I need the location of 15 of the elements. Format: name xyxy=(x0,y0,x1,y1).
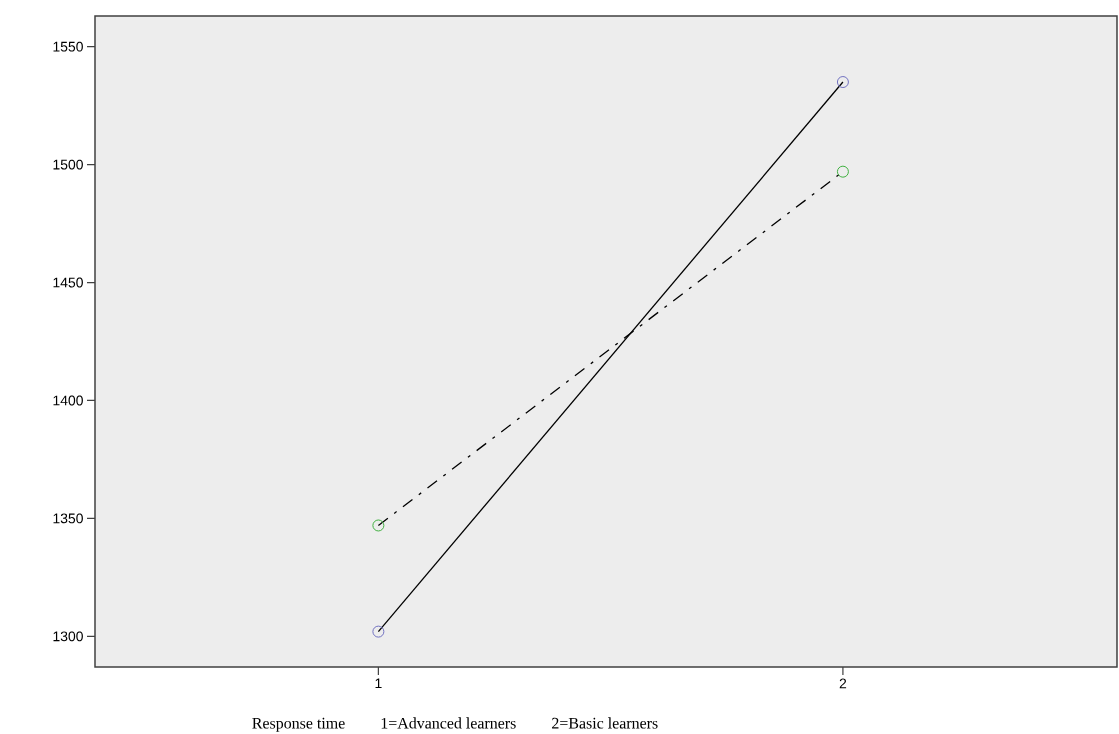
text: 2=Basic learners xyxy=(552,717,658,729)
y-tick-label: 1350 xyxy=(53,513,83,524)
point xyxy=(372,625,385,638)
y-tick-label: 1500 xyxy=(53,159,83,170)
y-tick-label: 1400 xyxy=(53,395,83,406)
y-tick-label: 1450 xyxy=(53,277,83,288)
point xyxy=(372,519,385,532)
x-tick-label: 1 xyxy=(375,678,382,689)
text: 1=Advanced learners xyxy=(381,717,516,729)
point xyxy=(836,165,849,178)
x-axis-title: Response time xyxy=(252,717,345,732)
x-tick-label: 2 xyxy=(839,678,847,689)
y-tick-label: 1300 xyxy=(53,631,83,642)
y-tick-label: 1550 xyxy=(53,41,83,52)
point xyxy=(836,76,849,89)
